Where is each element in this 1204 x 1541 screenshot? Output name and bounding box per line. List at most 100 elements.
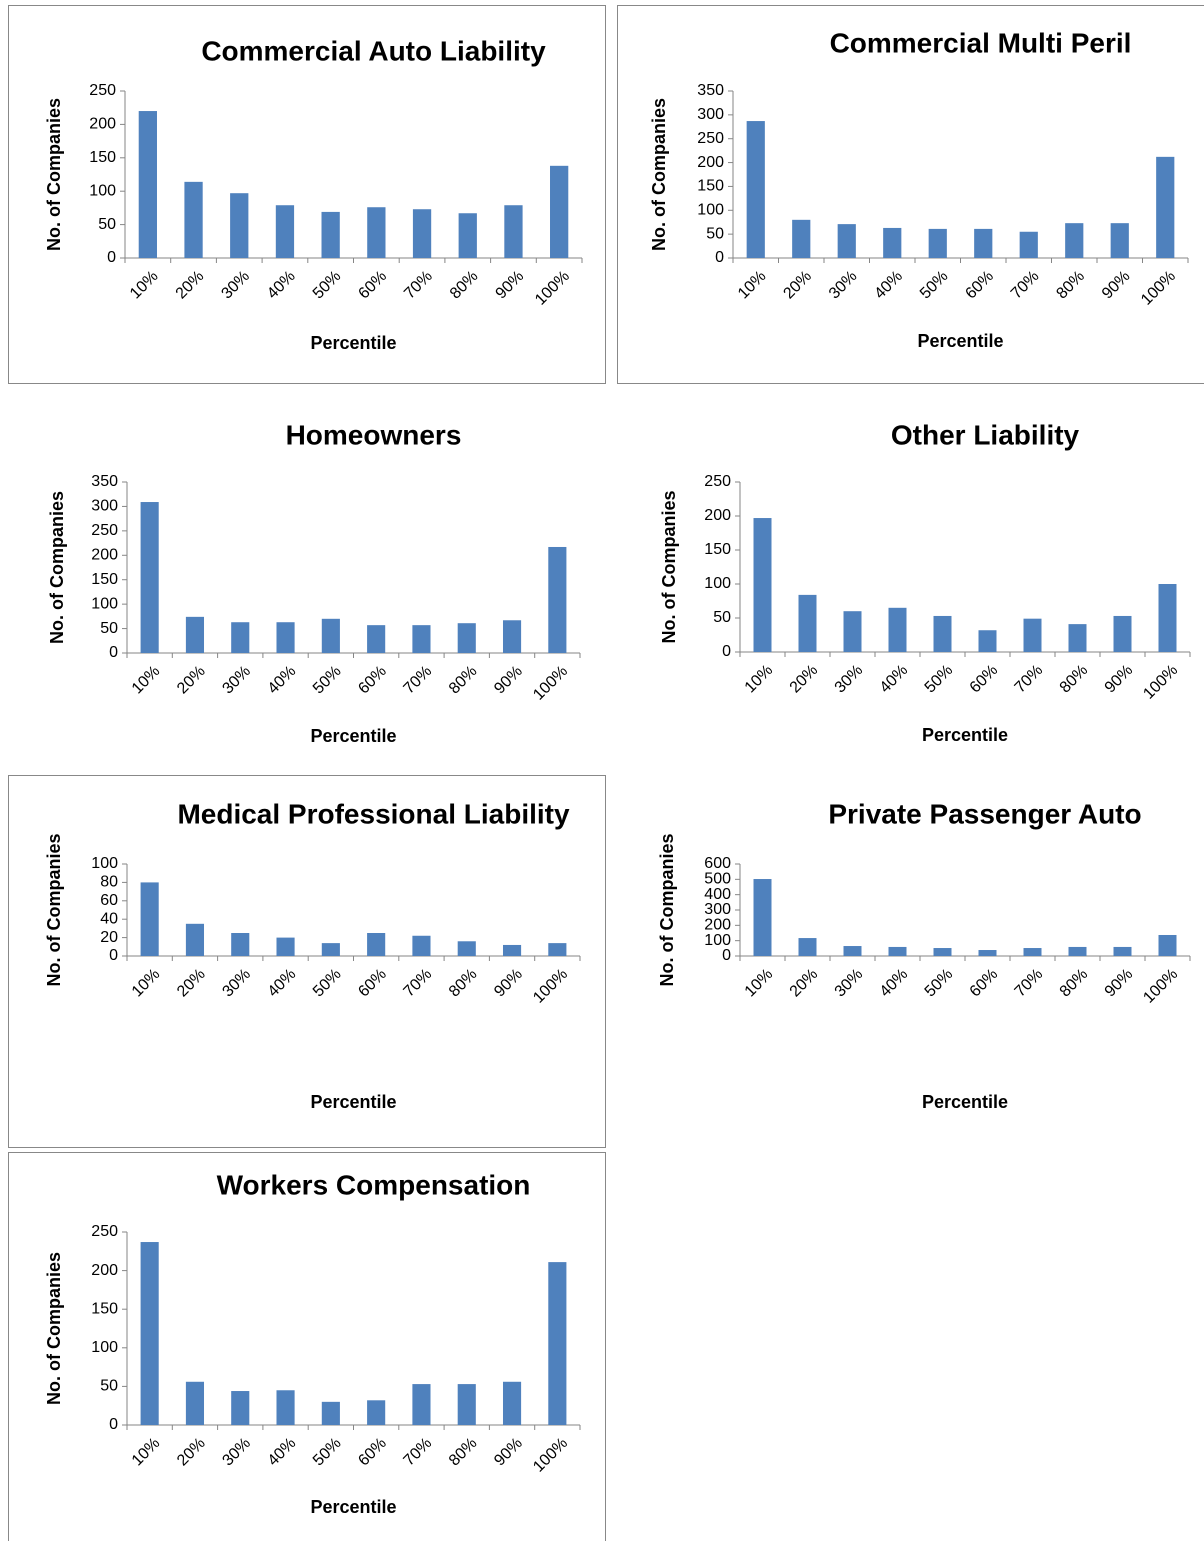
- bar: [504, 205, 523, 258]
- bar: [798, 938, 817, 956]
- y-tick-label: 0: [109, 947, 118, 964]
- y-tick-label: 50: [100, 620, 118, 637]
- x-tick-label: 10%: [742, 966, 777, 1001]
- bar: [276, 937, 295, 956]
- y-tick-label: 0: [722, 947, 731, 964]
- x-tick-label: 50%: [922, 966, 957, 1001]
- y-axis-label: No. of Companies: [659, 490, 679, 643]
- y-tick-label: 20: [100, 929, 118, 946]
- x-tick-label: 20%: [174, 966, 209, 1001]
- y-axis-label: No. of Companies: [44, 1252, 64, 1405]
- bar: [1068, 624, 1087, 652]
- y-axis-label: No. of Companies: [44, 833, 64, 986]
- y-tick-label: 600: [704, 855, 731, 872]
- bar: [457, 1384, 476, 1425]
- bar: [746, 121, 765, 258]
- x-tick-label: 20%: [174, 1435, 209, 1470]
- x-tick-label: 20%: [174, 663, 209, 698]
- bar: [888, 607, 907, 652]
- bar: [883, 227, 902, 258]
- x-tick-label: 10%: [127, 268, 162, 303]
- x-tick-label: 10%: [129, 1435, 164, 1470]
- y-tick-label: 300: [91, 498, 118, 515]
- bar: [753, 879, 772, 956]
- x-tick-label: 90%: [491, 1435, 526, 1470]
- x-tick-label: 100%: [530, 663, 571, 704]
- panel-border: [617, 5, 1204, 384]
- y-tick-label: 250: [91, 1223, 118, 1240]
- bar: [412, 1384, 431, 1425]
- x-tick-label: 60%: [355, 966, 390, 1001]
- bar: [412, 935, 431, 956]
- bar: [1113, 615, 1132, 652]
- x-tick-label: 40%: [265, 966, 300, 1001]
- x-tick-label: 50%: [310, 268, 345, 303]
- y-tick-label: 0: [109, 1416, 118, 1433]
- bar: [140, 502, 159, 653]
- bar: [1065, 223, 1084, 258]
- x-tick-label: 30%: [832, 662, 867, 697]
- bar: [548, 546, 567, 653]
- x-tick-label: 50%: [922, 662, 957, 697]
- y-tick-label: 0: [109, 644, 118, 661]
- bar: [1113, 946, 1132, 956]
- bar: [321, 943, 340, 956]
- bar: [367, 1400, 386, 1425]
- bar: [185, 923, 205, 956]
- x-axis-label: Percentile: [310, 726, 396, 746]
- x-tick-label: 20%: [787, 662, 822, 697]
- y-tick-label: 150: [704, 541, 731, 558]
- bar: [1156, 156, 1175, 258]
- bar: [367, 207, 386, 258]
- y-tick-label: 250: [89, 82, 116, 99]
- y-tick-label: 150: [89, 149, 116, 166]
- y-tick-label: 200: [91, 547, 118, 564]
- y-tick-label: 50: [713, 609, 731, 626]
- bar: [457, 941, 476, 956]
- y-tick-label: 80: [100, 874, 118, 891]
- y-tick-label: 350: [697, 82, 724, 99]
- bar: [231, 933, 250, 956]
- x-tick-label: 40%: [265, 663, 300, 698]
- x-tick-label: 80%: [1057, 662, 1092, 697]
- x-tick-label: 30%: [218, 268, 253, 303]
- bar: [321, 618, 340, 653]
- y-tick-label: 100: [697, 202, 724, 219]
- x-tick-label: 80%: [446, 663, 481, 698]
- bar: [185, 616, 205, 653]
- y-tick-label: 60: [100, 892, 118, 909]
- bar: [548, 1262, 567, 1425]
- x-tick-label: 70%: [1012, 966, 1047, 1001]
- bar: [1158, 934, 1177, 956]
- y-tick-label: 350: [91, 473, 118, 490]
- y-tick-label: 150: [91, 1300, 118, 1317]
- bar: [231, 622, 250, 653]
- y-tick-label: 40: [100, 910, 118, 927]
- x-tick-label: 90%: [1102, 966, 1137, 1001]
- y-axis-label: No. of Companies: [649, 98, 669, 251]
- x-tick-label: 50%: [310, 663, 345, 698]
- y-tick-label: 400: [704, 886, 731, 903]
- bar: [978, 630, 997, 652]
- x-tick-label: 100%: [1138, 268, 1179, 309]
- chart-title: Commercial Multi Peril: [830, 27, 1132, 58]
- y-tick-label: 50: [706, 225, 724, 242]
- bar: [548, 943, 567, 956]
- x-tick-label: 50%: [310, 1435, 345, 1470]
- x-tick-label: 60%: [355, 268, 390, 303]
- x-tick-label: 10%: [129, 966, 164, 1001]
- x-tick-label: 60%: [962, 268, 997, 303]
- y-tick-label: 100: [91, 1339, 118, 1356]
- x-tick-label: 70%: [401, 268, 436, 303]
- bar: [140, 1242, 159, 1425]
- x-tick-label: 30%: [219, 663, 254, 698]
- chart-title: Private Passenger Auto: [828, 798, 1141, 829]
- bar: [502, 1381, 522, 1425]
- y-tick-label: 250: [697, 130, 724, 147]
- chart-title: Homeowners: [286, 419, 462, 450]
- y-tick-label: 100: [704, 575, 731, 592]
- bar: [321, 211, 340, 258]
- y-tick-label: 50: [98, 216, 116, 233]
- x-tick-label: 50%: [310, 966, 345, 1001]
- y-tick-label: 150: [91, 571, 118, 588]
